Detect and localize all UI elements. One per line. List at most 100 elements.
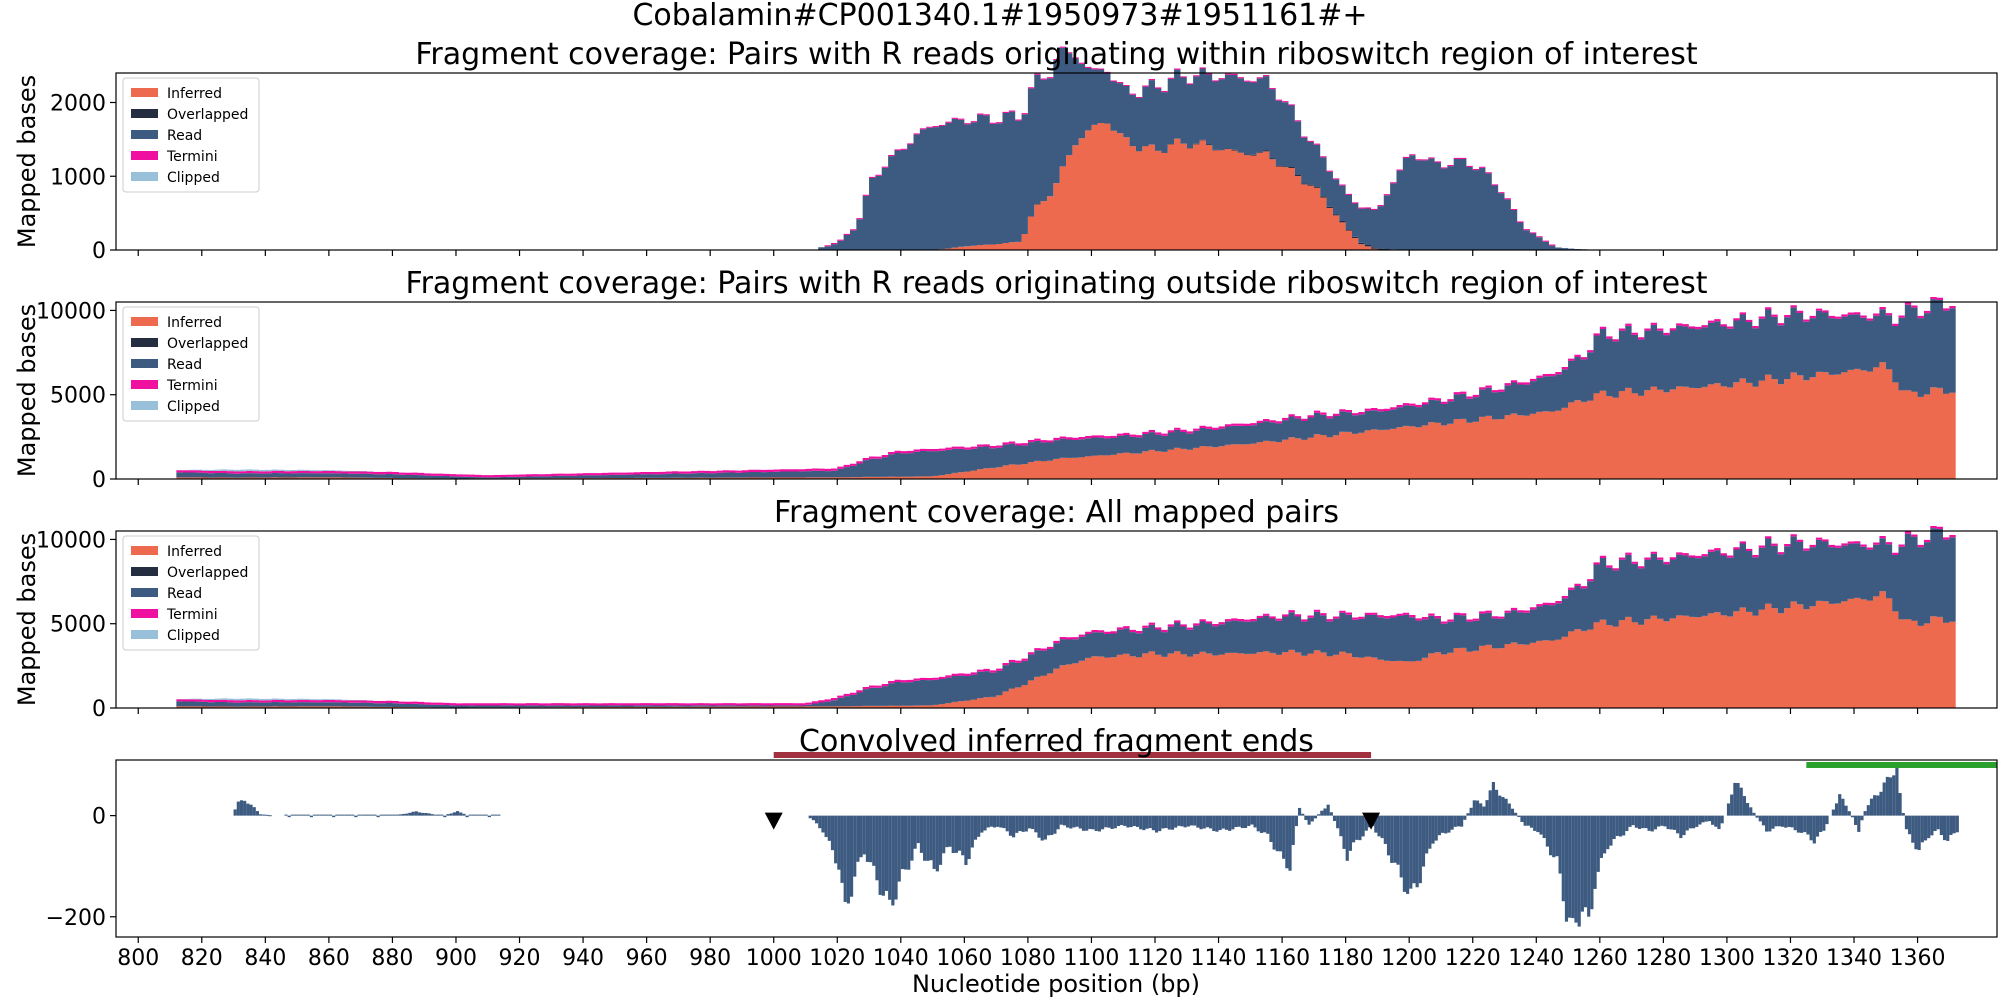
profile-bar: [382, 814, 387, 816]
profile-bar: [1777, 815, 1781, 827]
profile-bar: [265, 814, 269, 816]
profile-bar: [1485, 800, 1489, 816]
profile-bar: [347, 814, 352, 816]
profile-bar: [1374, 815, 1378, 833]
legend-swatch-clipped: [131, 172, 158, 181]
x-tick-label: 1060: [936, 946, 992, 971]
profile-bar: [1135, 815, 1140, 827]
profile-bar: [446, 814, 450, 816]
profile-bar: [1040, 815, 1044, 841]
x-tick-label: 1360: [1890, 946, 1946, 971]
profile-bar: [1819, 815, 1823, 832]
profile-bar: [427, 813, 431, 816]
y-tick-label: 1000: [50, 165, 106, 190]
profile-bar: [827, 815, 831, 841]
profile-bar: [1606, 815, 1610, 850]
profile-bar: [884, 815, 889, 891]
profile-bar: [1120, 815, 1124, 826]
plot-frame: [115, 530, 1998, 709]
profile-bar: [1158, 815, 1162, 832]
profile-bar: [1533, 815, 1537, 831]
legend-swatch-inferred: [131, 317, 158, 326]
profile-bar: [300, 814, 304, 816]
profile-bar: [424, 812, 428, 816]
profile-bar: [916, 815, 920, 844]
profile-bar: [1015, 815, 1019, 833]
profile-bar: [475, 814, 479, 816]
profile-bar: [961, 815, 965, 856]
profile-bar: [354, 815, 358, 818]
profile-bar: [1552, 815, 1556, 858]
profile-bar: [815, 815, 819, 824]
profile-bar: [1599, 815, 1604, 858]
legend-label-termini: Termini: [166, 149, 218, 165]
legend-label-clipped: Clipped: [167, 399, 220, 415]
profile-bar: [923, 815, 927, 861]
profile-bar: [1104, 815, 1108, 828]
x-tick-label: 940: [562, 946, 604, 971]
profile-bar: [837, 815, 841, 870]
profile-bar: [1406, 815, 1410, 894]
profile-bar: [967, 815, 971, 860]
profile-bar: [1447, 815, 1451, 833]
profile-bar: [1297, 807, 1302, 816]
profile-bar: [1444, 815, 1448, 834]
plot-frame: [115, 301, 1998, 480]
profile-bar: [958, 815, 962, 851]
profile-bar: [1672, 815, 1677, 830]
profile-bar: [1066, 815, 1070, 828]
legend-swatch-inferred: [131, 88, 158, 97]
convolved-ends-panel: −200 0 800 820 840 860 880 900 920 940 960 980 1000 1…: [46, 724, 1998, 971]
profile-bar: [1215, 815, 1219, 832]
legend-box: [122, 77, 260, 193]
profile-bar: [1558, 815, 1562, 874]
profile-bar: [1707, 815, 1712, 822]
profile-bar: [1148, 815, 1152, 829]
profile-bar: [1854, 815, 1858, 825]
coverage-panel-all: 0 5000 10000 Fragment coverage: All mapped …: [13, 495, 1998, 722]
profile-bar: [1860, 815, 1864, 821]
profile-bar: [1253, 815, 1257, 828]
profile-bar: [1628, 815, 1632, 827]
profile-bar: [1587, 815, 1591, 917]
profile-bar: [1440, 815, 1445, 833]
profile-bar: [1529, 815, 1534, 828]
profile-bar: [1466, 813, 1470, 816]
profile-bar: [1091, 815, 1095, 830]
profile-bar: [373, 814, 377, 816]
figure-xlabel: Nucleotide position (bp): [912, 970, 1200, 998]
profile-bar: [1548, 815, 1553, 856]
profile-bar: [328, 814, 333, 816]
profile-bar: [1526, 815, 1530, 826]
profile-bar: [948, 815, 952, 847]
profile-bar: [1494, 789, 1499, 816]
profile-bar: [1386, 815, 1391, 856]
profile-bar: [252, 807, 256, 816]
profile-bar: [1933, 815, 1937, 832]
profile-bar: [910, 815, 914, 861]
profile-bar: [249, 804, 253, 816]
profile-bar: [1622, 815, 1626, 836]
legend-label-termini: Termini: [166, 378, 218, 394]
profile-bar: [262, 814, 266, 816]
legend-swatch-read: [131, 130, 158, 139]
profile-bar: [239, 800, 244, 816]
profile-bar: [1088, 815, 1092, 830]
profile-bar: [1514, 812, 1518, 816]
profile-bar: [1555, 815, 1559, 857]
profile-bar: [1269, 815, 1273, 842]
profile-bar: [1869, 798, 1874, 816]
panel-title: Fragment coverage: Pairs with R reads or…: [406, 266, 1708, 301]
profile-bar: [935, 815, 939, 872]
profile-bar: [1027, 815, 1032, 829]
profile-bar: [1850, 815, 1855, 818]
profile-bar: [1116, 815, 1121, 827]
plot-frame: [115, 759, 1998, 938]
profile-bar: [1396, 815, 1400, 865]
profile-bar: [1942, 815, 1947, 841]
legend-swatch-clipped: [131, 630, 158, 639]
profile-bar: [465, 815, 469, 818]
profile-bar: [1507, 803, 1511, 816]
profile-bar: [1453, 815, 1457, 827]
legend-swatch-overlapped: [131, 109, 158, 118]
